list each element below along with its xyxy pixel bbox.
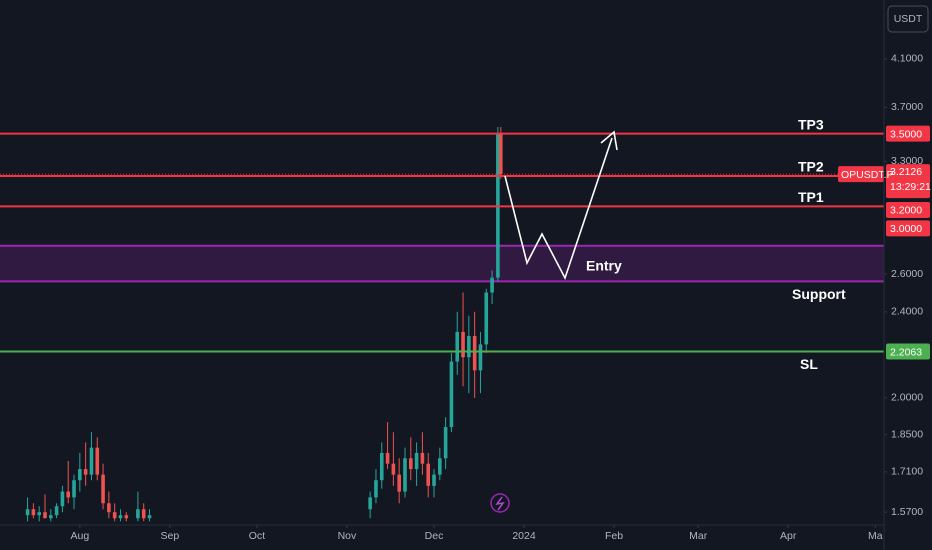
price-badge-text: 2.2063 xyxy=(890,346,922,358)
x-tick-label: Sep xyxy=(160,530,179,542)
price-badge xyxy=(886,220,930,237)
candle-body xyxy=(478,344,483,371)
y-tick-label: 1.7100 xyxy=(891,466,923,478)
candle-body xyxy=(484,292,489,345)
price-badge xyxy=(886,201,930,218)
y-tick-label: 1.5700 xyxy=(891,506,923,518)
candle-body xyxy=(432,474,436,486)
candle-body xyxy=(420,452,425,464)
candle-body xyxy=(101,474,105,504)
candle-body xyxy=(54,506,59,516)
level-label: TP1 xyxy=(798,189,824,205)
projection-arrow xyxy=(504,137,613,281)
currency-label: USDT xyxy=(894,13,923,25)
candle-body xyxy=(374,480,378,498)
y-tick-label: 1.8500 xyxy=(891,428,923,440)
candle-body xyxy=(391,463,396,475)
symbol-badge xyxy=(838,166,884,183)
current-price-badge xyxy=(886,164,930,199)
y-tick-label: 2.4000 xyxy=(891,306,923,318)
candle-body xyxy=(31,509,36,516)
candle-body xyxy=(490,277,494,293)
candle-body xyxy=(472,336,477,371)
candle-body xyxy=(78,469,82,481)
candle-body xyxy=(141,509,146,519)
x-tick-label: Nov xyxy=(338,530,357,542)
level-label: TP3 xyxy=(798,116,824,132)
candle-body xyxy=(112,512,117,519)
candle-body xyxy=(397,474,401,492)
x-tick-label: Oct xyxy=(249,530,265,542)
candle-body xyxy=(37,512,41,516)
arrow-head xyxy=(600,130,618,151)
candle-body xyxy=(449,361,454,428)
x-tick-label: Aug xyxy=(70,530,89,542)
candle-body xyxy=(66,491,71,498)
y-tick-label: 2.6000 xyxy=(891,268,923,280)
candle-body xyxy=(408,458,413,470)
candle-body xyxy=(385,452,390,464)
countdown: 13:29:21 xyxy=(890,181,931,193)
y-tick-label: 3.7000 xyxy=(891,101,923,113)
candle-body xyxy=(368,497,372,510)
candle-body xyxy=(118,515,123,519)
x-tick-label: 2024 xyxy=(512,530,536,542)
price-badge-text: 3.0000 xyxy=(890,223,922,235)
x-tick-label: Ma xyxy=(868,530,883,542)
entry-label: Entry xyxy=(586,258,622,274)
price-badge-text: 3.2000 xyxy=(890,205,922,217)
entry-zone xyxy=(0,245,884,282)
support-label: Support xyxy=(792,286,846,302)
candle-body xyxy=(43,512,47,519)
candle-body xyxy=(403,458,407,492)
currency-box xyxy=(887,5,929,33)
current-price-text: 3.2126 xyxy=(890,166,922,178)
level-label: TP2 xyxy=(798,159,824,175)
candle-body xyxy=(455,331,460,362)
y-tick-label: 2.0000 xyxy=(891,392,923,404)
level-label: SL xyxy=(800,356,818,372)
candle-body xyxy=(124,515,129,519)
candle-body xyxy=(414,452,419,470)
x-tick-label: Dec xyxy=(425,530,444,542)
price-badge xyxy=(886,125,930,142)
candle-body xyxy=(426,463,431,486)
x-tick-label: Feb xyxy=(605,530,623,542)
x-tick-label: Mar xyxy=(689,530,708,542)
candle-body xyxy=(438,458,442,475)
candle-body xyxy=(498,133,503,175)
y-tick-label: 4.1000 xyxy=(891,53,923,65)
candle-body xyxy=(379,452,384,481)
candle-body xyxy=(72,480,76,498)
candle-body xyxy=(136,509,140,519)
symbol-text: OPUSDT.P xyxy=(841,169,894,181)
candle-body xyxy=(49,515,53,519)
y-tick-label: 3.3000 xyxy=(891,155,923,167)
candle-body xyxy=(95,447,100,475)
x-tick-label: Apr xyxy=(780,530,797,542)
candle-body xyxy=(60,491,65,507)
event-icon-bolt xyxy=(495,496,505,511)
candle-body xyxy=(443,427,448,459)
event-icon xyxy=(490,493,510,513)
candle-body xyxy=(461,331,465,358)
candle-body xyxy=(107,503,111,513)
price-badge-text: 3.5000 xyxy=(890,128,922,140)
candle-body xyxy=(83,469,88,475)
candle-body xyxy=(89,447,94,475)
candle-body xyxy=(25,509,30,516)
candle-body xyxy=(147,515,152,519)
candle-body xyxy=(467,336,471,358)
price-badge xyxy=(886,343,930,360)
